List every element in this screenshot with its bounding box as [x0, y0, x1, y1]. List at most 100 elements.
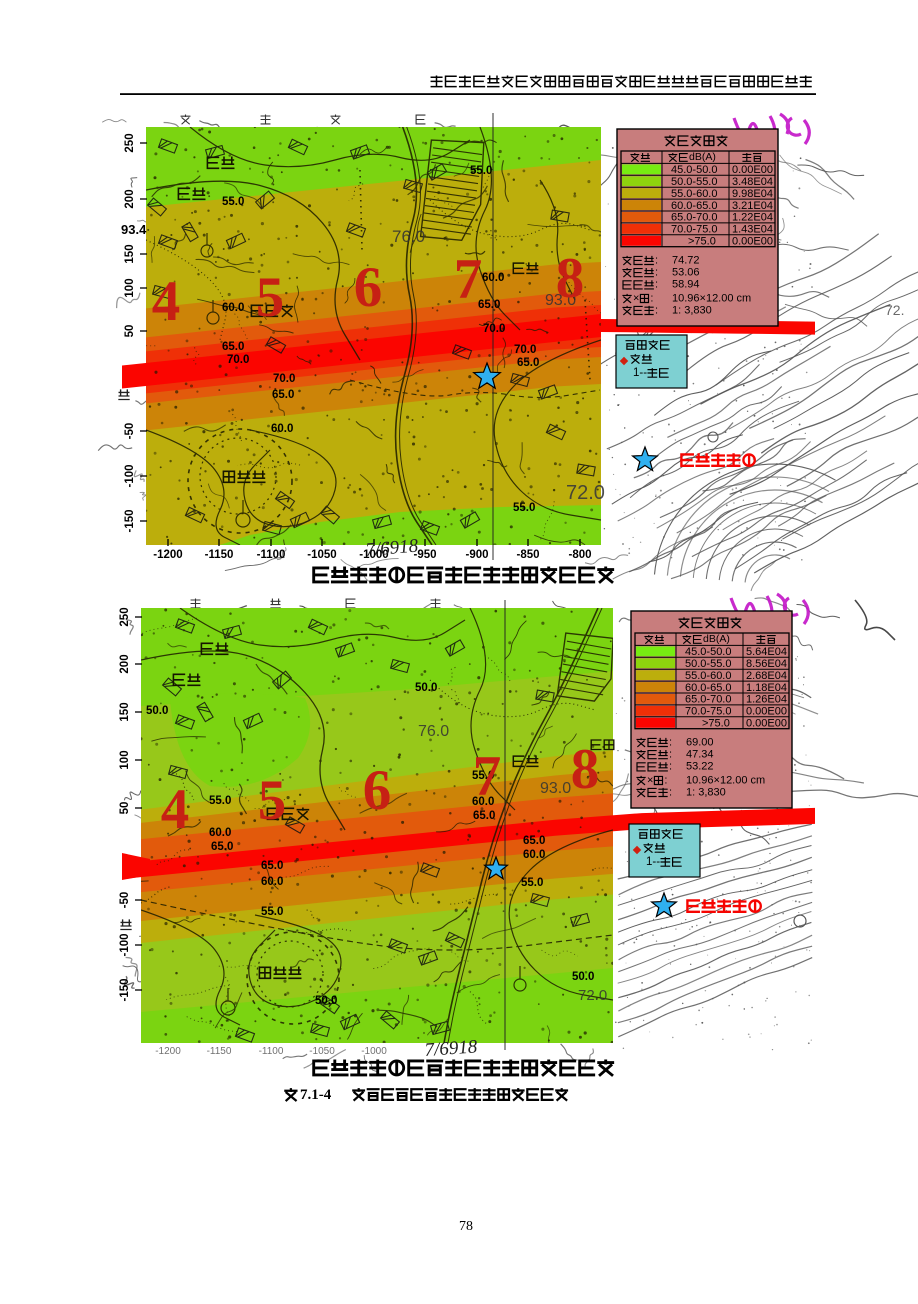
svg-text:-1000: -1000	[361, 1046, 387, 1057]
svg-text:6: 6	[354, 256, 383, 319]
svg-text:50.0: 50.0	[572, 971, 594, 983]
svg-text:8: 8	[556, 247, 585, 310]
svg-text:93.0: 93.0	[540, 780, 571, 797]
svg-text:93.4: 93.4	[121, 222, 147, 237]
svg-text::: :	[669, 736, 672, 748]
svg-text:-950: -950	[413, 549, 436, 561]
svg-text::: :	[669, 786, 672, 798]
svg-text:50.0-55.0: 50.0-55.0	[671, 176, 717, 188]
svg-text:-150: -150	[119, 978, 131, 1001]
svg-text:5.64E04: 5.64E04	[746, 646, 787, 658]
svg-text:69.00: 69.00	[686, 736, 714, 748]
svg-text:72.: 72.	[885, 302, 904, 318]
svg-text::: :	[655, 279, 658, 291]
svg-text:0.00E00: 0.00E00	[746, 718, 787, 730]
svg-text:55.0-60.0: 55.0-60.0	[671, 188, 717, 200]
svg-text:53.22: 53.22	[686, 761, 714, 773]
svg-text:250: 250	[124, 133, 136, 152]
svg-text:65.0: 65.0	[222, 341, 244, 353]
svg-text:-1100: -1100	[259, 1046, 284, 1057]
svg-text:60.0: 60.0	[472, 796, 494, 808]
svg-text:7: 7	[473, 745, 502, 808]
svg-text:-1150: -1150	[207, 1046, 232, 1057]
svg-text:-100: -100	[124, 464, 136, 487]
svg-text:3.21E04: 3.21E04	[732, 200, 773, 212]
svg-text:50.0: 50.0	[315, 995, 337, 1007]
svg-text:55.0: 55.0	[470, 165, 492, 177]
svg-text:8.56E04: 8.56E04	[746, 658, 787, 670]
svg-text:65.0: 65.0	[261, 860, 283, 872]
svg-text:60.0: 60.0	[209, 827, 231, 839]
svg-text:-1200: -1200	[155, 1046, 181, 1057]
svg-text:65.0: 65.0	[523, 835, 545, 847]
svg-text:55.0: 55.0	[513, 502, 535, 514]
svg-text:100: 100	[119, 750, 131, 769]
svg-text:65.0: 65.0	[211, 841, 233, 853]
svg-text:1: 3,830: 1: 3,830	[686, 786, 726, 798]
svg-text:0.00E00: 0.00E00	[732, 164, 773, 176]
svg-text:70.0-75.0: 70.0-75.0	[671, 224, 717, 236]
svg-text:150: 150	[124, 244, 136, 263]
svg-text:250: 250	[119, 607, 131, 626]
svg-text::: :	[664, 774, 667, 786]
svg-text:>75.0: >75.0	[702, 718, 730, 730]
svg-text:47.34: 47.34	[686, 749, 714, 761]
svg-text:3.48E04: 3.48E04	[732, 176, 773, 188]
svg-text:9.98E04: 9.98E04	[732, 188, 773, 200]
svg-text:72.0: 72.0	[566, 482, 605, 504]
svg-text:60.0: 60.0	[261, 876, 283, 888]
svg-text:76.0: 76.0	[392, 227, 425, 246]
svg-text:8: 8	[571, 738, 600, 801]
svg-text:-150: -150	[124, 509, 136, 532]
svg-text:1.43E04: 1.43E04	[732, 224, 773, 236]
svg-text:65.0: 65.0	[478, 299, 500, 311]
svg-text:-1050: -1050	[307, 549, 336, 561]
svg-text:45.0-50.0: 45.0-50.0	[671, 164, 717, 176]
svg-text:78: 78	[459, 1219, 473, 1234]
svg-text::: :	[669, 749, 672, 761]
svg-text:×: ×	[647, 774, 653, 786]
svg-text:100: 100	[124, 278, 136, 297]
svg-text:58.94: 58.94	[672, 279, 700, 291]
svg-text:-50: -50	[119, 892, 131, 909]
svg-text:70.0: 70.0	[483, 323, 505, 335]
svg-text:7/6918: 7/6918	[424, 1036, 479, 1061]
svg-text:50.0-55.0: 50.0-55.0	[685, 658, 731, 670]
svg-text:65.0-70.0: 65.0-70.0	[671, 212, 717, 224]
svg-text:74.72: 74.72	[672, 254, 700, 266]
svg-text:70.0: 70.0	[273, 373, 295, 385]
svg-text:-1050: -1050	[309, 1046, 335, 1057]
svg-text:55.0: 55.0	[261, 906, 283, 918]
svg-text:dB(A): dB(A)	[689, 151, 716, 163]
svg-text:4: 4	[161, 778, 190, 841]
svg-text::: :	[655, 267, 658, 279]
svg-text:1--: 1--	[646, 856, 660, 868]
svg-text:60.0: 60.0	[482, 272, 504, 284]
svg-text:55.0-60.0: 55.0-60.0	[685, 670, 731, 682]
svg-text:-1150: -1150	[205, 549, 234, 561]
svg-text:-850: -850	[516, 549, 539, 561]
svg-text:10.96×12.00 cm: 10.96×12.00 cm	[672, 292, 751, 304]
svg-text:1.26E04: 1.26E04	[746, 694, 787, 706]
svg-text:65.0-70.0: 65.0-70.0	[685, 694, 731, 706]
svg-text:50: 50	[124, 325, 136, 338]
svg-text:6: 6	[363, 759, 392, 822]
svg-text:-100: -100	[119, 933, 131, 956]
svg-text:53.06: 53.06	[672, 267, 700, 279]
svg-text:-900: -900	[465, 549, 488, 561]
svg-text:60.0: 60.0	[271, 423, 293, 435]
svg-text:65.0: 65.0	[517, 357, 539, 369]
svg-text:72.0: 72.0	[578, 987, 607, 1004]
svg-text:0.00E00: 0.00E00	[732, 236, 773, 248]
svg-text:0.00E00: 0.00E00	[746, 706, 787, 718]
svg-text:60.0-65.0: 60.0-65.0	[685, 682, 731, 694]
svg-text:60.0: 60.0	[523, 849, 545, 861]
svg-text:5: 5	[258, 769, 287, 832]
svg-text::: :	[650, 292, 653, 304]
svg-text:4: 4	[152, 270, 181, 333]
svg-text::: :	[655, 304, 658, 316]
svg-text:70.0: 70.0	[514, 344, 536, 356]
svg-text:55.0: 55.0	[209, 795, 231, 807]
svg-text:2.68E04: 2.68E04	[746, 670, 787, 682]
svg-text:7: 7	[454, 248, 483, 311]
